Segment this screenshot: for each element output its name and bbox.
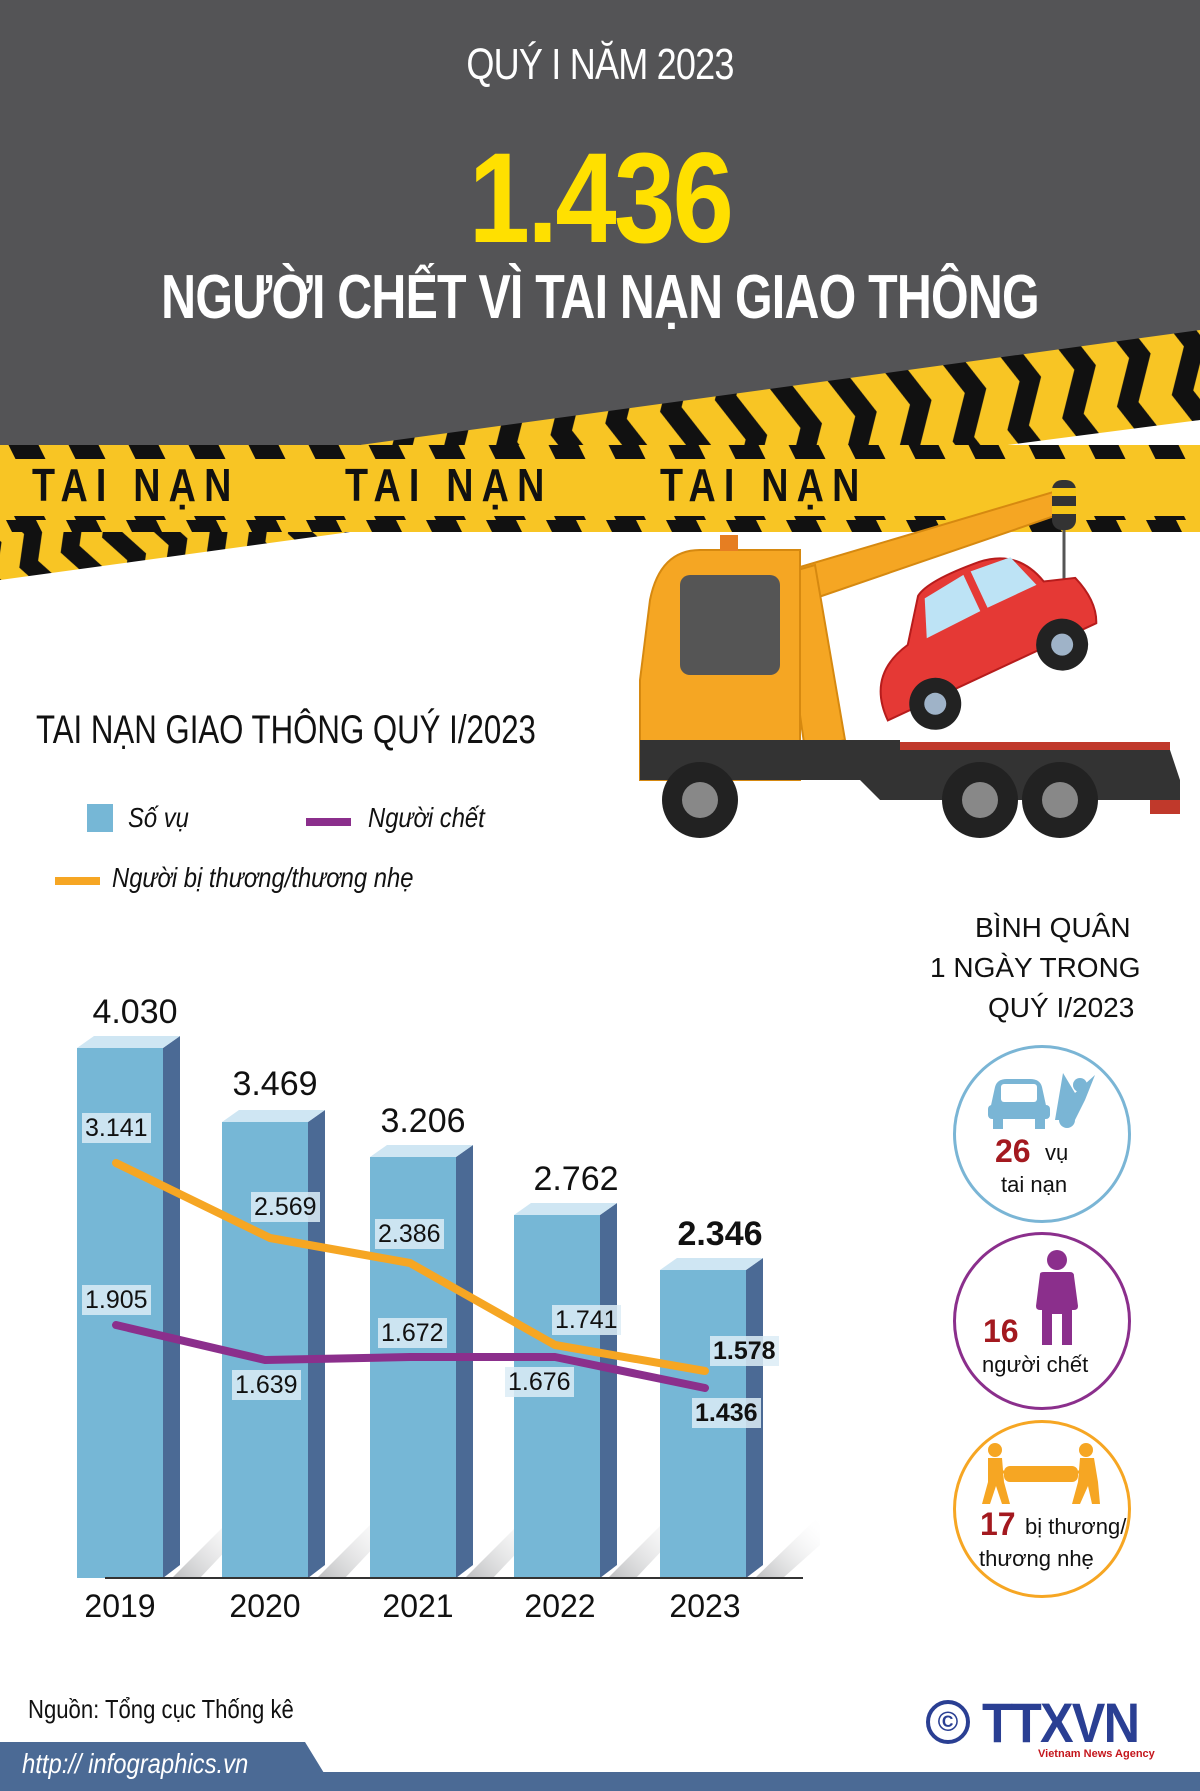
footer-bar bbox=[0, 1772, 1200, 1791]
stat-circle-accidents bbox=[953, 1045, 1131, 1223]
bar-total-label: 2.762 bbox=[533, 1160, 619, 1198]
page-title: NGƯỜI CHẾT VÌ TAI NẠN GIAO THÔNG bbox=[161, 263, 1039, 332]
stat-text: người chết bbox=[982, 1352, 1089, 1377]
tape-word: TAI NẠN bbox=[345, 459, 553, 511]
tow-truck-with-crashed-car-icon bbox=[639, 480, 1180, 838]
injured-value-label: 2.569 bbox=[251, 1192, 320, 1222]
avg-title-line: BÌNH QUÂN bbox=[975, 912, 1131, 943]
injured-value-label: 2.386 bbox=[375, 1219, 444, 1249]
bar-line-chart bbox=[77, 1036, 820, 1579]
logo-subtitle: Vietnam News Agency bbox=[1038, 1748, 1155, 1760]
legend-label: Người chết bbox=[368, 802, 485, 833]
injured-value-label: 1.578 bbox=[710, 1336, 779, 1366]
tape-word: TAI NẠN bbox=[660, 459, 868, 511]
bar-total-label: 3.469 bbox=[232, 1065, 318, 1103]
deaths-value-label: 1.676 bbox=[505, 1367, 574, 1397]
stat-circle-injured bbox=[953, 1420, 1131, 1598]
header-subtitle: QUÝ I NĂM 2023 bbox=[466, 40, 734, 89]
legend-swatch-bar bbox=[87, 804, 113, 832]
header-background bbox=[0, 0, 1200, 580]
stat-text: bị thương/ bbox=[1025, 1514, 1127, 1539]
stat-text: thương nhẹ bbox=[979, 1546, 1094, 1571]
stat-text: vụ bbox=[1045, 1140, 1069, 1165]
headline-number: 1.436 bbox=[468, 127, 734, 270]
source-note: Nguồn: Tổng cục Thống kê bbox=[28, 1694, 294, 1724]
avg-title-line: 1 NGÀY TRONG bbox=[930, 952, 1141, 983]
deaths-value-label: 1.905 bbox=[82, 1285, 151, 1315]
deaths-value-label: 1.639 bbox=[232, 1370, 301, 1400]
line-deaths bbox=[112, 1321, 709, 1392]
injured-value-label: 3.141 bbox=[82, 1113, 151, 1143]
bar-2020 bbox=[222, 1110, 325, 1578]
avg-title-line: QUÝ I/2023 bbox=[988, 992, 1135, 1023]
stat-number: 17 bbox=[980, 1506, 1016, 1542]
x-axis-label: 2019 bbox=[84, 1588, 156, 1624]
bar-total-label: 3.206 bbox=[380, 1102, 466, 1140]
stat-text: tai nạn bbox=[1001, 1172, 1068, 1197]
deaths-value-label: 1.672 bbox=[378, 1318, 447, 1348]
tape-word: TAI NẠN bbox=[32, 459, 240, 511]
person-icon bbox=[1036, 1250, 1078, 1345]
chart-title: TAI NẠN GIAO THÔNG QUÝ I/2023 bbox=[36, 708, 536, 752]
deaths-value-label: 1.436 bbox=[692, 1398, 761, 1428]
stat-number: 26 bbox=[995, 1133, 1031, 1169]
legend-swatch-line-deaths bbox=[306, 818, 351, 826]
injured-value-label: 1.741 bbox=[552, 1305, 621, 1335]
x-axis-label: 2023 bbox=[669, 1588, 741, 1624]
bar-total-label: 2.346 bbox=[677, 1215, 763, 1253]
legend-label: Người bị thương/thương nhẹ bbox=[112, 862, 414, 893]
legend-swatch-line-injured bbox=[55, 877, 100, 885]
ttxvn-logo: TTXVN bbox=[982, 1691, 1140, 1754]
x-axis-label: 2022 bbox=[524, 1588, 596, 1624]
car-crash-motorbike-icon bbox=[988, 1073, 1095, 1129]
x-axis-label: 2020 bbox=[229, 1588, 301, 1624]
legend-label: Số vụ bbox=[128, 802, 189, 833]
bar-total-label: 4.030 bbox=[92, 993, 178, 1031]
line-injured bbox=[112, 1159, 709, 1375]
stretcher-bearers-icon bbox=[982, 1443, 1100, 1504]
footer-url-link[interactable]: http:// infographics.vn bbox=[22, 1748, 249, 1779]
copyright-icon: © bbox=[926, 1700, 970, 1744]
stat-number: 16 bbox=[983, 1313, 1019, 1349]
x-axis-label: 2021 bbox=[382, 1588, 454, 1624]
